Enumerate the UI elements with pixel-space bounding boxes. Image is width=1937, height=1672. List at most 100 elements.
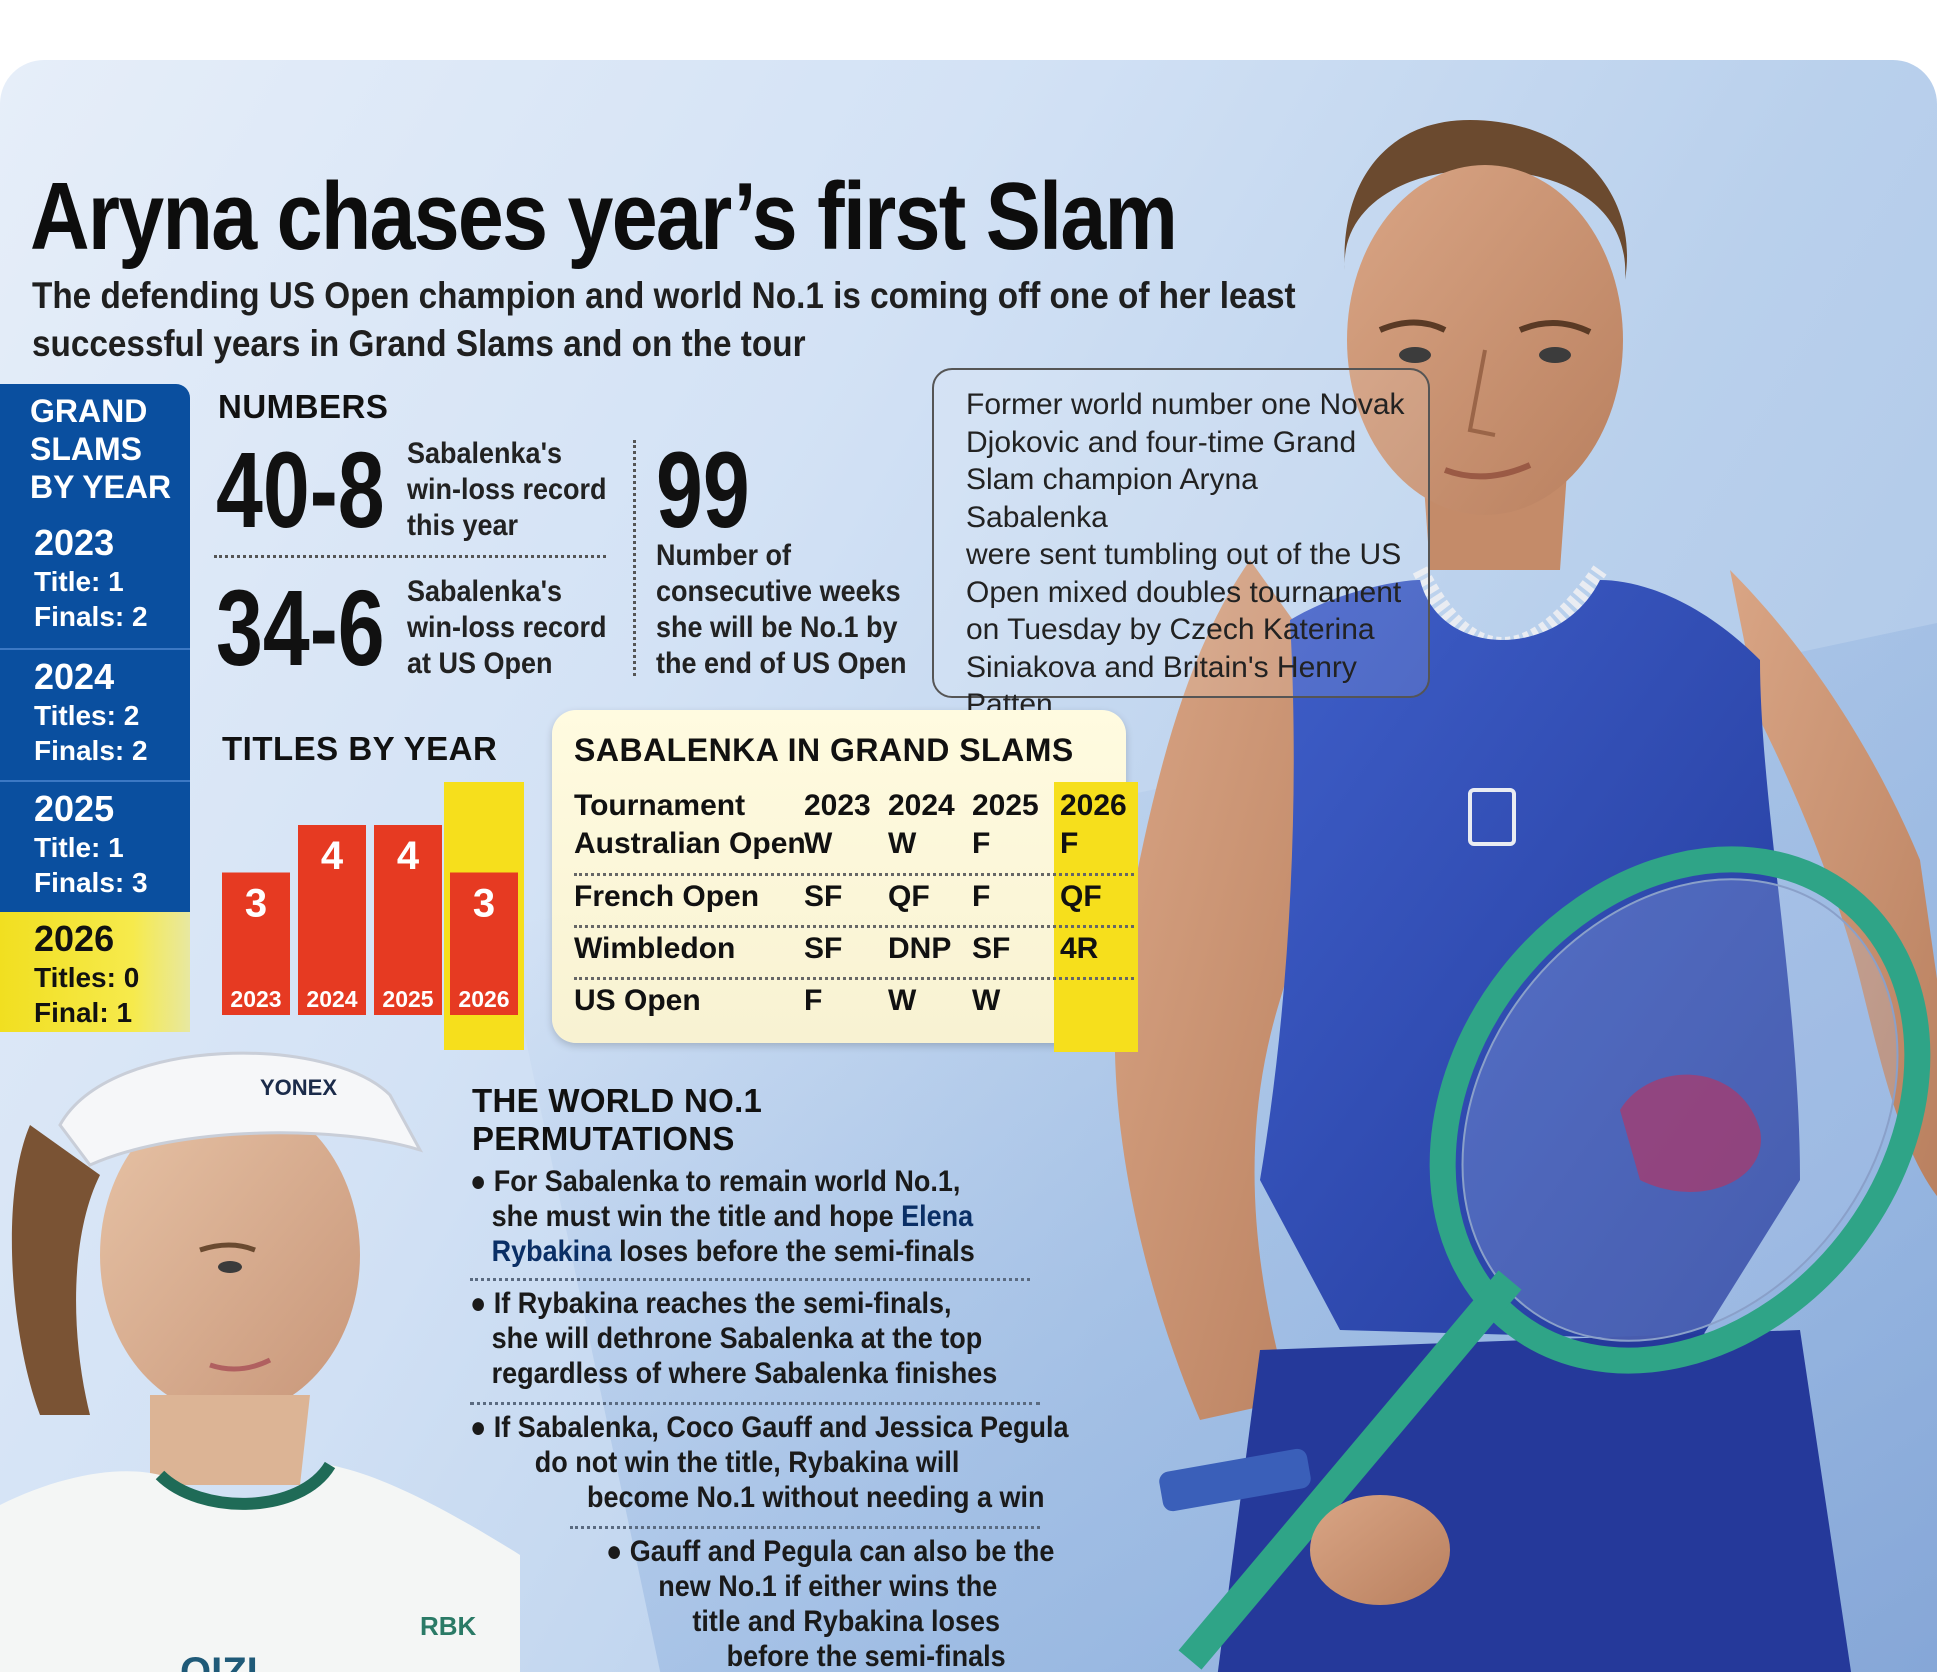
permutation-bullet: ● If Rybakina reaches the semi-finals, s… [470, 1286, 997, 1391]
stat-caption-line: win-loss record [407, 611, 607, 644]
category-label: 2026 [458, 986, 509, 1012]
year-summary-2023: 2023 Title: 1 Finals: 2 [0, 516, 190, 648]
headline: Aryna chases year’s first Slam [30, 163, 1178, 270]
titles-count: Title: 1 [34, 566, 124, 597]
stat-caption-line: this year [407, 509, 519, 542]
table-cell: QF [888, 880, 930, 913]
table-cell: W [804, 827, 833, 860]
bullet-line: ● If Sabalenka, Coco Gauff and Jessica P… [470, 1411, 1069, 1444]
titles-count: Titles: 0 [34, 960, 190, 995]
bar-2026 [450, 872, 518, 1015]
titles-count: Title: 1 [34, 832, 124, 863]
bullet-line: loses before the semi-finals [611, 1235, 975, 1268]
table-header: 2026 [1060, 789, 1127, 822]
table-cell: Wimbledon [574, 932, 736, 965]
stat-caption-line: Number of [656, 539, 791, 572]
permutations-title-line: PERMUTATIONS [472, 1120, 735, 1157]
stat-caption-line: Sabalenka's [407, 437, 563, 470]
stat-caption-line: Sabalenka's [407, 575, 563, 608]
bullet-line: title and Rybakina loses [692, 1605, 1001, 1638]
divider [470, 1278, 1030, 1281]
table-cell: DNP [888, 932, 952, 965]
table-cell: F [804, 984, 823, 1017]
rybakina-photo: OIZI RBK YONEX [0, 1051, 520, 1672]
table-header: 2023 [804, 789, 871, 822]
permutation-bullet: ● If Sabalenka, Coco Gauff and Jessica P… [470, 1410, 1069, 1515]
sabalenka-photo [1114, 120, 1937, 1672]
stat-caption: Sabalenka's win-loss record at US Open [407, 574, 607, 682]
table-cell: 4R [1060, 932, 1099, 965]
year-label: 2026 [34, 918, 115, 959]
bar-value-label: 4 [321, 834, 344, 878]
table-title: SABALENKA IN GRAND SLAMS [574, 732, 1074, 768]
category-label: 2024 [306, 986, 357, 1012]
table-cell: W [888, 827, 917, 860]
stat-caption: Number of consecutive weeks she will be … [656, 538, 907, 682]
year-label: 2025 [34, 788, 115, 829]
table-header: 2025 [972, 789, 1039, 822]
permutation-bullet: ● For Sabalenka to remain world No.1, sh… [470, 1164, 975, 1269]
permutation-bullet: ● Gauff and Pegula can also be the new N… [606, 1534, 1054, 1672]
bar-2023 [222, 872, 290, 1015]
table-cell: Australian Open [574, 827, 806, 860]
highlighted-name: Elena [901, 1200, 974, 1233]
titles-by-year-chart: 3 2023 4 2024 4 2025 3 2026 [222, 782, 524, 1050]
grand-slams-title-line: SLAMS [30, 431, 142, 467]
grand-slams-title-line: GRAND [30, 393, 148, 429]
quote-line: on Tuesday by Czech Katerina [966, 613, 1375, 646]
row-divider [574, 977, 1134, 980]
divider [470, 1402, 1040, 1405]
grand-slams-title: GRAND SLAMS BY YEAR [0, 384, 190, 516]
category-label: 2025 [382, 986, 433, 1012]
quote-line: Open mixed doubles tournament [966, 575, 1402, 609]
bar-value-label: 3 [473, 882, 495, 926]
subheadline: The defending US Open champion and world… [32, 275, 1296, 364]
shirt-badge: RBK [420, 1611, 477, 1641]
table-cell: SF [804, 880, 843, 913]
finals-count: Finals: 3 [34, 867, 148, 898]
stat-value-34-6: 34-6 [216, 567, 385, 688]
quote-line: Djokovic and four-time Grand [966, 425, 1357, 459]
stat-value-99: 99 [656, 429, 750, 550]
table-cell: US Open [574, 984, 701, 1017]
quote-line: were sent tumbling out of the US [966, 538, 1402, 571]
chart-title: TITLES BY YEAR [222, 730, 498, 767]
year-label: 2023 [34, 522, 115, 563]
bullet-line: ● If Rybakina reaches the semi-finals, [470, 1287, 952, 1320]
stat-caption-line: win-loss record [407, 473, 607, 506]
stat-caption-line: she will be No.1 by [656, 611, 898, 644]
table-header: Tournament [574, 789, 746, 822]
year-summary-2025: 2025 Title: 1 Finals: 3 [0, 780, 190, 912]
highlighted-name: Rybakina [491, 1235, 612, 1268]
infographic-card: OIZI RBK YONEX Aryna chases year’s first… [0, 60, 1937, 1672]
bullet-line: she must win the title and hope [491, 1200, 902, 1233]
finals-value: 1 [116, 997, 133, 1028]
table-cell: W [888, 984, 917, 1017]
bullet-line: regardless of where Sabalenka finishes [491, 1357, 998, 1390]
finals-count: Finals: 2 [34, 735, 148, 766]
table-cell: W [972, 984, 1001, 1017]
table-cell: F [972, 880, 991, 913]
titles-count: Titles: 2 [34, 700, 140, 731]
divider [633, 440, 636, 676]
year-summary-2024: 2024 Titles: 2 Finals: 2 [0, 648, 190, 780]
shirt-logo: OIZI [180, 1650, 258, 1672]
bullet-line: new No.1 if either wins the [658, 1570, 998, 1603]
stat-caption: Sabalenka's win-loss record this year [407, 436, 607, 544]
category-label: 2023 [230, 986, 281, 1012]
titles-label: Titles: [34, 962, 116, 993]
grand-slams-title-line: BY YEAR [30, 469, 172, 505]
titles-value: 0 [123, 962, 140, 993]
bullet-line: she will dethrone Sabalenka at the top [491, 1322, 983, 1355]
bar-value-label: 3 [245, 882, 267, 926]
table-cell: QF [1060, 880, 1102, 913]
quote-line: Siniakova and Britain's Henry [966, 650, 1357, 684]
table-cell: F [1060, 827, 1079, 860]
stat-caption-line: the end of US Open [656, 647, 907, 680]
stat-caption-line: consecutive weeks [656, 575, 901, 608]
bar-value-label: 4 [397, 834, 420, 878]
year-label: 2024 [34, 656, 115, 697]
finals-count: Finals: 2 [34, 601, 148, 632]
grand-slam-results-box [552, 710, 1126, 1043]
bullet-line: before the semi-finals [726, 1640, 1006, 1672]
